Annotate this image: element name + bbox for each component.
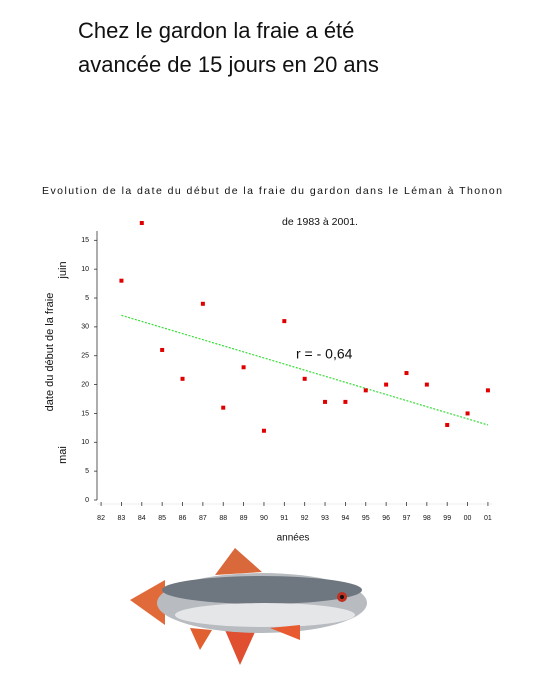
point <box>160 347 165 352</box>
point <box>343 399 348 404</box>
point <box>404 371 409 376</box>
point <box>241 365 246 370</box>
x-tick-label: 86 <box>179 515 187 522</box>
point <box>424 382 429 387</box>
y-tick-label: 0 <box>85 497 89 504</box>
x-tick-label: 89 <box>240 515 248 522</box>
point <box>384 382 389 387</box>
point <box>119 278 124 283</box>
fish <box>130 548 367 665</box>
x-tick-label: 84 <box>138 515 146 522</box>
x-tick-label: 94 <box>342 515 350 522</box>
x-tick-label: 00 <box>464 515 472 522</box>
annotation: r = - 0,64 <box>296 346 353 362</box>
x-tick-label: 88 <box>219 515 227 522</box>
point <box>445 422 450 427</box>
point <box>302 376 307 381</box>
point <box>323 399 328 404</box>
x-tick-label: 90 <box>260 515 268 522</box>
y-tick-label: 5 <box>85 295 89 302</box>
chart-title: Evolution de la date du début de la frai… <box>42 185 502 197</box>
x-axis-label: années <box>277 533 310 544</box>
y-tick-label: 10 <box>81 266 89 273</box>
y-tick-label: 15 <box>81 237 89 244</box>
point <box>221 405 226 410</box>
month-label: mai <box>57 446 69 464</box>
x-tick-label: 87 <box>199 515 207 522</box>
heading-line: avancée de 15 jours en 20 ans <box>78 52 379 77</box>
x-tick-label: 82 <box>97 515 105 522</box>
x-tick-label: 83 <box>118 515 126 522</box>
point <box>465 411 470 416</box>
x-tick-label: 01 <box>484 515 492 522</box>
y-tick-label: 10 <box>81 439 89 446</box>
x-tick-label: 95 <box>362 515 370 522</box>
point <box>485 388 490 393</box>
x-tick-label: 85 <box>158 515 166 522</box>
x-tick-label: 93 <box>321 515 329 522</box>
y-tick-label: 25 <box>81 353 89 360</box>
heading-line: Chez le gardon la fraie a été <box>78 18 354 43</box>
x-tick-label: 91 <box>280 515 288 522</box>
month-label: juin <box>57 261 69 279</box>
x-tick-label: 92 <box>301 515 309 522</box>
x-tick-label: 99 <box>443 515 451 522</box>
x-tick-label: 96 <box>382 515 390 522</box>
point <box>282 319 287 324</box>
x-tick-label: 98 <box>423 515 431 522</box>
trend-line <box>121 314 489 426</box>
y-axis-label: date du début de la fraie <box>44 293 56 412</box>
y-tick-label: 5 <box>85 468 89 475</box>
point <box>200 301 205 306</box>
x-tick-label: 97 <box>403 515 411 522</box>
y-tick-label: 30 <box>81 324 89 331</box>
chart-subtitle: de 1983 à 2001. <box>282 216 358 228</box>
point <box>139 221 144 225</box>
point <box>180 376 185 381</box>
y-tick-label: 20 <box>81 381 89 388</box>
y-tick-label: 15 <box>81 410 89 417</box>
point <box>261 428 266 433</box>
point <box>363 388 368 393</box>
